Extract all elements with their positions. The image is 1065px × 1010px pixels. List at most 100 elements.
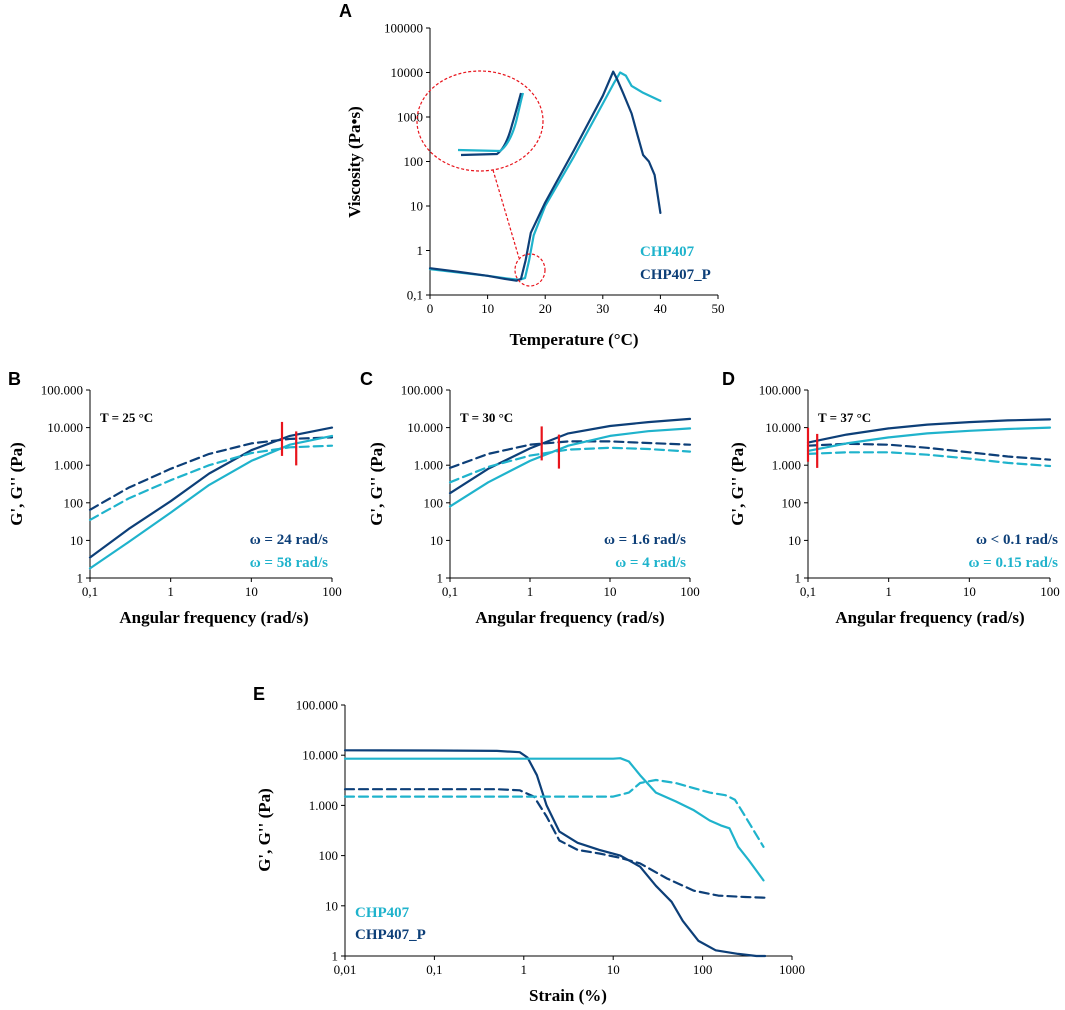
panel-letter: C: [360, 369, 373, 389]
y-tick-label: 10: [410, 199, 423, 214]
y-tick-label: 100: [782, 495, 802, 510]
x-tick-label: 100: [693, 962, 713, 977]
zoom-region: [514, 253, 546, 287]
y-tick-label: 100.000: [296, 698, 338, 713]
temperature-note: T = 30 °C: [460, 410, 513, 425]
x-tick-label: 1: [527, 584, 534, 599]
series-line: [806, 426, 1052, 452]
series-line: [88, 436, 334, 511]
crossover-annotation: ω = 24 rad/s: [250, 532, 328, 548]
legend-entry: CHP407: [355, 905, 410, 921]
panel-letter: D: [722, 369, 735, 389]
y-tick-label: 10: [788, 533, 801, 548]
x-tick-label: 0,1: [426, 962, 442, 977]
x-tick-label: 10: [607, 962, 620, 977]
x-tick-label: 40: [654, 301, 667, 316]
x-tick-label: 0,1: [82, 584, 98, 599]
panel-b: B0,1 1 10 1001101001.00010.000100.000Angula…: [7, 369, 342, 627]
series-line: [428, 71, 662, 281]
x-tick-label: 50: [712, 301, 725, 316]
series-line: [448, 417, 692, 495]
y-tick-label: 100: [64, 495, 84, 510]
panel-a: A 0 10 20 30 40 50 0,1 1 10 100 1000 10000 100000 Temp…: [339, 1, 725, 349]
series-line: [343, 757, 765, 882]
y-tick-label: 100.000: [41, 383, 83, 398]
y-tick-label: 1: [77, 571, 84, 586]
temperature-note: T = 25 °C: [100, 410, 153, 425]
panel-letter: A: [339, 1, 352, 21]
crossover-annotation: ω = 0.15 rad/s: [968, 555, 1058, 571]
x-tick-label: 30: [596, 301, 609, 316]
y-tick-label: 10.000: [302, 748, 338, 763]
y-tick-label: 10: [325, 898, 338, 913]
series-line: [806, 451, 1052, 468]
y-axis-title: G', G'' (Pa): [255, 788, 274, 872]
y-axis-title: G', G'' (Pa): [367, 442, 386, 526]
x-tick-label: 10: [963, 584, 976, 599]
crossover-annotation: ω = 1.6 rad/s: [604, 532, 686, 548]
x-tick-label: 1: [167, 584, 174, 599]
panel-e: E 0,01 0,1 1 10 100 1000 1 10 100 1.000 10.000 100.0…: [253, 684, 805, 1005]
x-tick-label: 0,01: [334, 962, 357, 977]
y-tick-label: 10.000: [47, 420, 83, 435]
series-line: [88, 444, 334, 521]
legend-entry: CHP407_P: [355, 927, 426, 943]
series-line: [448, 440, 692, 469]
y-tick-label: 100: [424, 495, 444, 510]
y-tick-label: 100.000: [401, 383, 443, 398]
crossover-annotation: ω = 4 rad/s: [615, 555, 686, 571]
y-tick-label: 10: [430, 533, 443, 548]
panel-d: D0,1 1 10 1001101001.00010.000100.000Angula…: [722, 369, 1060, 627]
y-tick-label: 1: [795, 571, 802, 586]
x-tick-label: 10: [481, 301, 494, 316]
series-line: [88, 426, 334, 559]
y-tick-label: 100: [319, 848, 339, 863]
crossover-annotation: ω = 58 rad/s: [250, 555, 328, 571]
y-tick-label: 100: [404, 154, 424, 169]
x-tick-label: 100: [322, 584, 342, 599]
y-tick-label: 10.000: [407, 420, 443, 435]
x-tick-label: 10: [245, 584, 258, 599]
x-tick-label: 100: [1040, 584, 1060, 599]
x-tick-label: 20: [539, 301, 552, 316]
x-axis-title: Temperature (°C): [509, 330, 638, 349]
x-axis-title: Angular frequency (rad/s): [835, 608, 1024, 627]
y-tick-label: 100000: [384, 21, 423, 36]
x-tick-label: 1: [521, 962, 528, 977]
panel-letter: B: [8, 369, 21, 389]
y-tick-label: 100.000: [759, 383, 801, 398]
y-axis-title: Viscosity (Pa•s): [345, 106, 364, 218]
y-tick-label: 1.000: [54, 458, 83, 473]
x-axis-title: Strain (%): [529, 986, 607, 1005]
y-tick-label: 10000: [391, 65, 424, 80]
series-line: [448, 446, 692, 484]
y-axis-title: G', G'' (Pa): [728, 442, 747, 526]
inset-series-line: [460, 92, 523, 157]
series-line: [806, 442, 1052, 461]
x-axis-title: Angular frequency (rad/s): [119, 608, 308, 627]
zoom-spacer: [542, 128, 543, 264]
series-line: [88, 434, 334, 570]
series-line: [428, 70, 662, 282]
y-tick-label: 1000: [397, 110, 423, 125]
series-line: [448, 427, 692, 508]
y-tick-label: 1.000: [414, 458, 443, 473]
panel-c: C0,1 1 10 1001101001.00010.000100.000Angula…: [360, 369, 700, 627]
series-line: [343, 778, 765, 848]
y-tick-label: 1: [417, 243, 424, 258]
x-tick-label: 1000: [779, 962, 805, 977]
x-tick-label: 10: [604, 584, 617, 599]
zoom-inset: [416, 70, 544, 172]
y-tick-label: 10.000: [765, 420, 801, 435]
y-tick-label: 0,1: [407, 288, 423, 303]
inset-series-line: [457, 92, 525, 153]
series-line: [806, 418, 1052, 444]
series-line: [343, 749, 767, 958]
crossover-annotation: ω < 0.1 rad/s: [976, 532, 1058, 548]
zoom-connector: [492, 169, 520, 259]
y-tick-label: 1: [437, 571, 444, 586]
y-tick-label: 10: [70, 533, 83, 548]
x-tick-label: 100: [680, 584, 700, 599]
series-line: [343, 788, 767, 899]
